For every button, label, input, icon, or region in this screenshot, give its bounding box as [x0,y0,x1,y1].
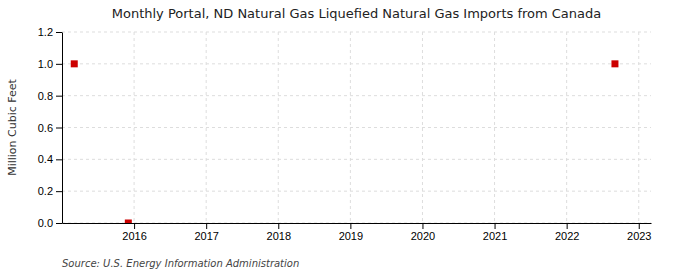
y-tick-label: 1.0 [38,58,53,70]
x-tick-mark [495,223,496,229]
y-tick-label: 0.4 [38,153,53,165]
point [125,220,132,224]
title: Monthly Portal, ND Natural Gas Liquefied… [112,6,602,21]
x-tick-label: 2023 [627,230,651,242]
x-tick: 2016 [122,223,146,242]
y-tick: 0.4 [38,153,62,165]
x-tick-label: 2019 [339,230,363,242]
x-tick: 2021 [483,223,507,242]
x-tick-mark [134,223,135,229]
x-tick-mark [422,223,423,229]
x-tick-mark [206,223,207,229]
y-tick: 0.2 [38,185,62,197]
y-tick-mark [56,159,62,160]
y-tick-label: 0.2 [38,185,53,197]
y-tick-mark [56,64,62,65]
x-tick: 2023 [627,223,651,242]
grid-line-y [62,95,651,96]
x-tick-mark [639,223,640,229]
x-tick-label: 2020 [411,230,435,242]
x-tick: 2019 [339,223,363,242]
y-tick-mark [56,96,62,97]
x-tick: 2020 [411,223,435,242]
grid-line-y [62,127,651,128]
x-tick: 2018 [267,223,291,242]
y-axis-line [62,33,63,224]
point [611,60,618,67]
grid [62,32,651,223]
grid-line-y [62,191,651,192]
y-tick-label: 0.0 [38,217,53,229]
grid-line-y [62,63,651,64]
y-tick: 0.8 [38,90,62,102]
x-tick: 2017 [194,223,218,242]
y-axis-label: Million Cubic Feet [6,78,19,175]
grid-line-y [62,32,651,33]
x-tick-label: 2021 [483,230,507,242]
y-tick: 1.0 [38,58,62,70]
y-tick-mark [56,223,62,224]
y-tick-mark [56,128,62,129]
x-tick-label: 2017 [194,230,218,242]
x-tick-label: 2018 [267,230,291,242]
y-tick-label: 1.2 [38,26,53,38]
grid-line-y [62,223,651,224]
grid-line-y [62,159,651,160]
x-axis: 2016 2017 2018 2019 2020 2021 2022 2023 [63,223,652,242]
y-tick: 0.0 [38,217,62,229]
x-tick-mark [567,223,568,229]
y-tick-label: 0.8 [38,90,53,102]
x-tick-label: 2022 [555,230,579,242]
y-tick: 1.2 [38,26,62,38]
x-tick-mark [278,223,279,229]
points [71,60,619,223]
x-axis-line [63,223,652,224]
y-tick-mark [56,32,62,33]
source-note: Source: U.S. Energy Information Administ… [62,258,299,269]
y-tick-mark [56,191,62,192]
y-tick: 0.6 [38,122,62,134]
x-tick-mark [350,223,351,229]
x-tick-label: 2016 [122,230,146,242]
x-tick: 2022 [555,223,579,242]
plot: 201620172018201920202021202220230.00.20.… [38,26,652,242]
y-axis: 0.0 0.2 0.4 0.6 0.8 1.0 1.2 [38,26,63,229]
chart: 201620172018201920202021202220230.00.20.… [0,0,675,275]
point [71,60,78,67]
y-tick-label: 0.6 [38,122,53,134]
